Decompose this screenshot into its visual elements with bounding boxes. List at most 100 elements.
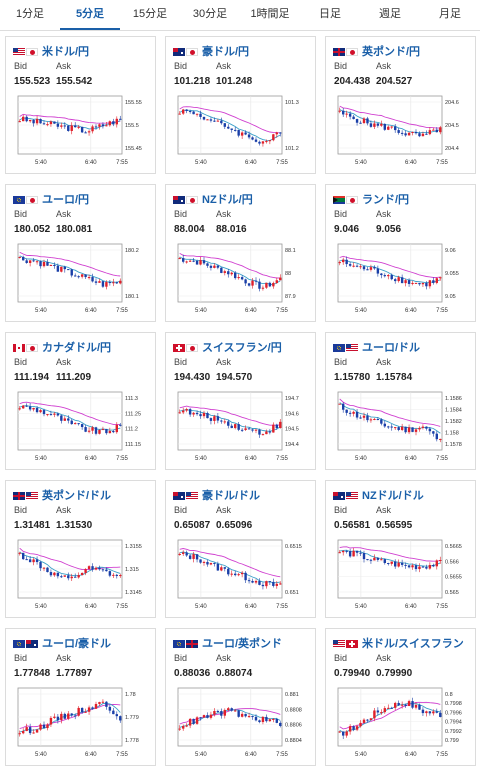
currency-card[interactable]: ユーロ/豪ドル Bid Ask 1.77848 1.77897 5:40 6:40 7:55 1… <box>5 628 156 766</box>
candle-body <box>105 125 108 127</box>
long-ma-line <box>339 105 441 129</box>
pair-title[interactable]: スイスフラン/円 <box>173 339 282 355</box>
candle-body <box>188 260 192 262</box>
pair-title[interactable]: ユーロ/豪ドル <box>13 635 111 651</box>
candle-body <box>22 405 25 409</box>
candle-body <box>418 704 421 710</box>
currency-card[interactable]: ユーロ/英ポンド Bid Ask 0.88036 0.88074 5:40 6:40 7:55… <box>165 628 316 766</box>
pair-title[interactable]: カナダドル/円 <box>13 339 111 355</box>
candle-body <box>188 555 192 559</box>
candle-body <box>418 566 421 570</box>
currency-card[interactable]: NZドル/ドル Bid Ask 0.56581 0.56595 5:40 6:40 7:55 0… <box>325 480 476 618</box>
x-tick-label: 7:55 <box>116 604 128 610</box>
candle-body <box>254 580 258 583</box>
pair-title[interactable]: 豪ドル/ドル <box>173 487 260 503</box>
pair-name[interactable]: 豪ドル/円 <box>202 46 250 58</box>
currency-card[interactable]: ユーロ/ドル Bid Ask 1.15780 1.15784 5:40 6:40 7:55 1.… <box>325 332 476 470</box>
tab-4[interactable]: 1時間足 <box>250 8 290 20</box>
ask-label: Ask <box>216 209 232 219</box>
tab-3[interactable]: 30分足 <box>192 8 228 20</box>
candle-body <box>418 133 421 137</box>
candle-body <box>428 711 432 714</box>
x-tick-label: 5:40 <box>355 308 367 314</box>
y-tick-label: 9.055 <box>445 271 459 277</box>
candle-body <box>80 572 84 576</box>
short-ma-line <box>19 551 121 577</box>
pair-title[interactable]: 豪ドル/円 <box>173 43 249 59</box>
candle-body <box>206 715 209 718</box>
currency-card[interactable]: カナダドル/円 Bid Ask 111.194 111.209 5:40 6:40 7:55 1… <box>5 332 156 470</box>
candle-body <box>206 263 209 266</box>
pair-name[interactable]: カナダドル/円 <box>42 342 112 354</box>
currency-card[interactable]: スイスフラン/円 Bid Ask 194.430 194.570 5:40 6:40 7:55… <box>165 332 316 470</box>
currency-card[interactable]: 米ドル/スイスフラン Bid Ask 0.79940 0.79990 5:40 6:40 7:… <box>325 628 476 766</box>
currency-card[interactable]: ランド/円 Bid Ask 9.046 9.056 5:40 6:40 7:55 9.06 9.0… <box>325 184 476 322</box>
price-chart: 5:40 6:40 7:55 155.55 155.5 155.45 <box>17 95 142 166</box>
candle-body <box>376 419 380 421</box>
currency-card[interactable]: 豪ドル/円 Bid Ask 101.218 101.248 5:40 6:40 7:55 101… <box>165 36 316 174</box>
pair-title[interactable]: 英ポンド/ドル <box>13 487 111 503</box>
x-tick-label: 6:40 <box>405 752 417 758</box>
tab-1[interactable]: 5分足 <box>60 0 120 30</box>
pair-title[interactable]: 英ポンド/円 <box>333 43 420 59</box>
pair-name[interactable]: スイスフラン/円 <box>202 342 282 354</box>
pair-title[interactable]: 米ドル/スイスフラン <box>333 635 464 651</box>
tab-2[interactable]: 15分足 <box>132 8 168 20</box>
candle-body <box>60 415 63 421</box>
pair-name[interactable]: ユーロ/ドル <box>362 342 421 354</box>
candle-body <box>32 732 35 734</box>
pair-title[interactable]: NZドル/円 <box>173 191 253 207</box>
long-ma-line <box>339 398 441 427</box>
candle-body <box>112 710 115 715</box>
tab-0[interactable]: 1分足 <box>15 8 45 20</box>
candle-body <box>342 110 345 115</box>
pair-name[interactable]: NZドル/円 <box>202 194 253 206</box>
currency-card[interactable]: 英ポンド/ドル Bid Ask 1.31481 1.31530 5:40 6:40 7:55 1… <box>5 480 156 618</box>
x-tick-label: 5:40 <box>35 160 47 166</box>
currency-card[interactable]: 米ドル/円 Bid Ask 155.523 155.542 5:40 6:40 7:55 155… <box>5 36 156 174</box>
bid-label: Bid <box>334 61 348 71</box>
candle-body <box>234 424 237 428</box>
tab-7[interactable]: 月足 <box>439 8 461 20</box>
pair-title[interactable]: NZドル/ドル <box>333 487 424 503</box>
pair-name[interactable]: ユーロ/円 <box>42 194 90 206</box>
candle-body <box>397 277 400 282</box>
pair-name[interactable]: 米ドル/スイスフラン <box>362 638 464 650</box>
candle-body <box>195 113 199 115</box>
currency-card[interactable]: ユーロ/円 Bid Ask 180.052 180.081 5:40 6:40 7:55 180… <box>5 184 156 322</box>
currency-card[interactable]: NZドル/円 Bid Ask 88.004 88.016 5:40 6:40 7:55 88.1… <box>165 184 316 322</box>
pair-name[interactable]: 英ポンド/円 <box>362 46 421 58</box>
candle-body <box>376 268 380 274</box>
ask-value: 111.209 <box>56 372 92 383</box>
y-tick-label: 1.1584 <box>445 408 462 414</box>
ask-value: 88.016 <box>216 224 247 235</box>
ask-value: 101.248 <box>216 76 253 87</box>
price-chart: 5:40 6:40 7:55 0.5665 0.566 0.5655 0.565 <box>337 539 462 610</box>
candle-body <box>254 280 258 282</box>
pair-name[interactable]: 豪ドル/ドル <box>202 490 261 502</box>
pair-name[interactable]: NZドル/ドル <box>362 490 424 502</box>
candle-body <box>279 277 282 281</box>
pair-name[interactable]: ユーロ/英ポンド <box>202 638 283 650</box>
pair-title[interactable]: ユーロ/円 <box>13 191 89 207</box>
candle-body <box>390 426 393 428</box>
long-ma-line <box>339 546 441 562</box>
candle-body <box>432 280 435 283</box>
pair-name[interactable]: ユーロ/豪ドル <box>42 638 112 650</box>
y-tick-label: 0.5665 <box>445 544 462 550</box>
candle-body <box>91 566 94 570</box>
pair-title[interactable]: ランド/円 <box>333 191 409 207</box>
currency-card[interactable]: 英ポンド/円 Bid Ask 204.438 204.527 5:40 6:40 7:55 20… <box>325 36 476 174</box>
tab-5[interactable]: 日足 <box>319 8 341 20</box>
pair-name[interactable]: 米ドル/円 <box>42 46 90 58</box>
candle-body <box>94 281 98 283</box>
pair-title[interactable]: ユーロ/ドル <box>333 339 420 355</box>
candle-body <box>275 280 278 283</box>
tab-6[interactable]: 週足 <box>379 8 401 20</box>
pair-title[interactable]: ユーロ/英ポンド <box>173 635 282 651</box>
pair-name[interactable]: 英ポンド/ドル <box>42 490 112 502</box>
pair-title[interactable]: 米ドル/円 <box>13 43 89 59</box>
pair-name[interactable]: ランド/円 <box>362 194 410 206</box>
jp-flag-icon <box>346 48 358 57</box>
currency-card[interactable]: 豪ドル/ドル Bid Ask 0.65087 0.65096 5:40 6:40 7:55 0.… <box>165 480 316 618</box>
